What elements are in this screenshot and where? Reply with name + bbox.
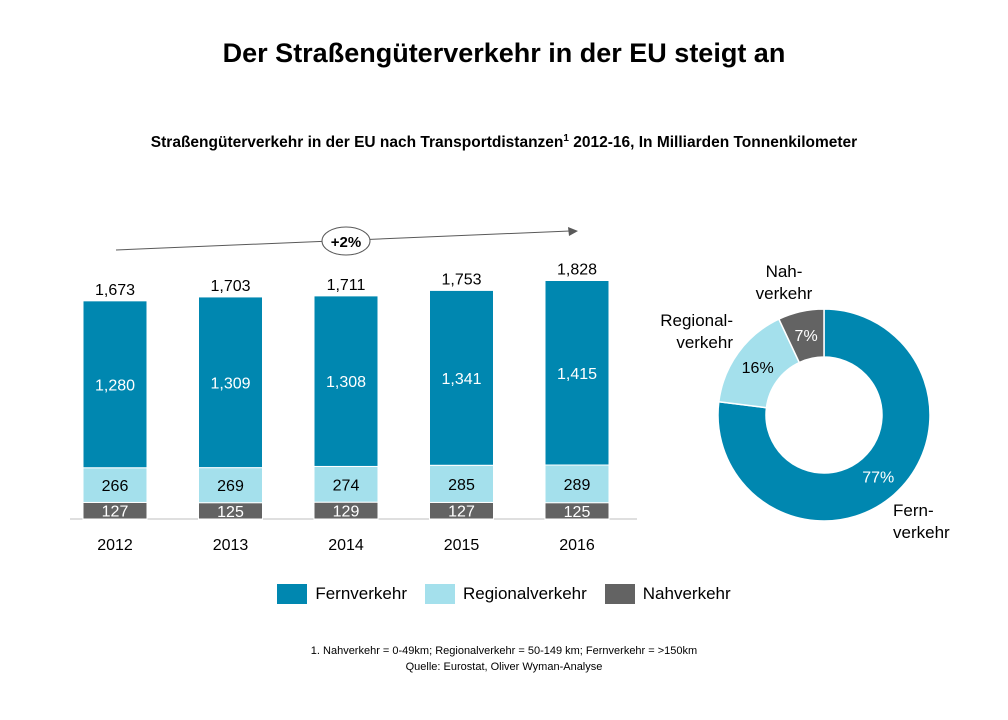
bar-fernverkehr-2012 [82, 300, 148, 469]
donut-label-fernverkehr: 77% [862, 470, 894, 487]
x-tick-label-2015: 2015 [444, 537, 480, 554]
bar-label-nahverkehr-2012: 127 [102, 504, 129, 521]
x-tick-label-2012: 2012 [97, 537, 133, 554]
bar-label-fernverkehr-2013: 1,309 [210, 375, 250, 392]
bar-total-label-2013: 1,703 [210, 278, 250, 295]
bar-fernverkehr-2013 [198, 296, 263, 469]
bar-label-regionalverkehr-2014: 274 [333, 477, 360, 494]
growth-label: +2% [331, 234, 361, 251]
legend-label-fernverkehr: Fernverkehr [315, 584, 407, 603]
donut-outer-label-regionalverkehr-line1: Regional- [660, 311, 733, 330]
bar-total-label-2015: 1,753 [441, 271, 481, 288]
bar-total-label-2016: 1,828 [557, 261, 597, 278]
legend-swatch-fernverkehr [277, 584, 308, 604]
bar-total-label-2012: 1,673 [95, 282, 135, 299]
legend-item-regionalverkehr: Regionalverkehr [424, 584, 587, 604]
bar-fernverkehr-2016 [544, 279, 610, 466]
bar-fernverkehr-2015 [429, 289, 494, 466]
bar-label-fernverkehr-2016: 1,415 [557, 366, 597, 383]
page-title: Der Straßengüterverkehr in der EU steigt… [222, 38, 786, 68]
bar-total-label-2014: 1,711 [327, 277, 366, 294]
footnote-definitions: 1. Nahverkehr = 0-49km; Regionalverkehr … [310, 645, 698, 657]
bar-label-regionalverkehr-2012: 266 [102, 478, 129, 495]
legend-item-nahverkehr: Nahverkehr [604, 584, 731, 604]
donut-outer-label-nahverkehr-line1: Nah- [766, 262, 803, 281]
donut-slice-nahverkehr [777, 308, 825, 364]
bar-label-fernverkehr-2015: 1,341 [441, 371, 481, 388]
donut-outer-label-regionalverkehr-line2: verkehr [676, 333, 733, 352]
bar-label-regionalverkehr-2013: 269 [217, 478, 244, 495]
bar-label-nahverkehr-2016: 125 [564, 504, 591, 521]
donut-slice-fernverkehr [717, 308, 931, 522]
subtitle-footnote-mark: 1 [563, 133, 569, 144]
footnote: 1. Nahverkehr = 0-49km; Regionalverkehr … [0, 643, 1008, 675]
x-tick-label-2014: 2014 [328, 537, 364, 554]
donut-outer-label-fernverkehr-line1: Fern- [893, 501, 934, 520]
legend-label-nahverkehr: Nahverkehr [642, 584, 731, 603]
bar-label-fernverkehr-2012: 1,280 [95, 377, 135, 394]
x-tick-label-2016: 2016 [559, 537, 595, 554]
subtitle-rest: 2012-16, In Milliarden Tonnenkilometer [568, 134, 858, 152]
bar-label-fernverkehr-2014: 1,308 [326, 374, 366, 391]
donut-label-nahverkehr: 7% [795, 328, 818, 345]
bar-label-nahverkehr-2015: 127 [448, 504, 475, 521]
footnote-source: Quelle: Eurostat, Oliver Wyman-Analyse [405, 661, 603, 673]
bar-label-regionalverkehr-2015: 285 [448, 477, 475, 494]
bar-regionalverkehr-2012 [82, 467, 148, 503]
legend: Fernverkehr Regionalverkehr Nahverkehr [0, 584, 1008, 604]
chart-canvas: 127 266 1,280 1,673 2012 125 269 1,309 1,703 2013… [70, 226, 950, 554]
bar-label-nahverkehr-2014: 129 [333, 504, 360, 521]
chart-subtitle: Straßengüterverkehr in der EU nach Trans… [0, 133, 1008, 152]
legend-swatch-regionalverkehr [424, 584, 455, 604]
growth-badge [321, 226, 371, 256]
bar-label-nahverkehr-2013: 125 [217, 504, 244, 521]
legend-swatch-nahverkehr [604, 584, 635, 604]
growth-arrow-head [568, 227, 578, 236]
x-tick-label-2013: 2013 [213, 537, 249, 554]
bar-label-regionalverkehr-2016: 289 [564, 477, 591, 494]
legend-label-regionalverkehr: Regionalverkehr [462, 584, 587, 603]
donut-outer-label-fernverkehr-line2: verkehr [893, 523, 950, 542]
donut-label-regionalverkehr: 16% [742, 360, 774, 377]
legend-item-fernverkehr: Fernverkehr [277, 584, 407, 604]
subtitle-text: Straßengüterverkehr in der EU nach Trans… [150, 134, 564, 152]
donut-outer-label-nahverkehr-line2: verkehr [756, 284, 813, 303]
bar-fernverkehr-2014 [313, 295, 379, 467]
bar-regionalverkehr-2016 [544, 464, 610, 504]
